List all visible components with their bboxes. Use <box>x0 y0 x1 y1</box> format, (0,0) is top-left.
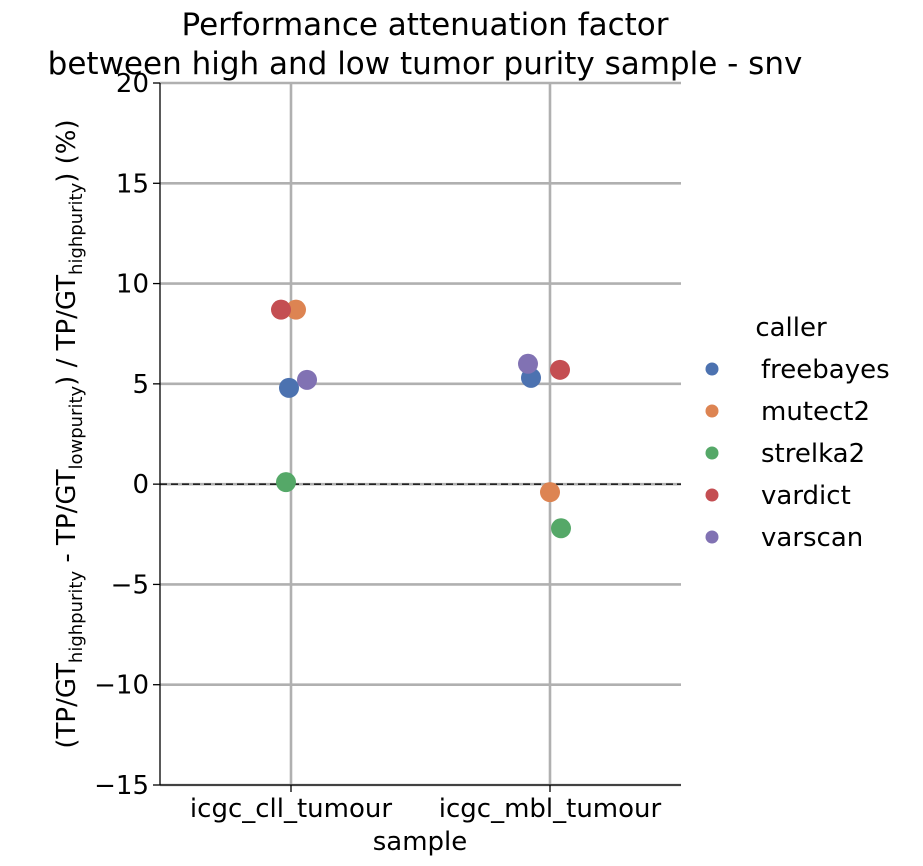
x-ticks: icgc_cll_tumour icgc_mbl_tumour <box>190 785 662 824</box>
y-ticks: −15 −10 −5 0 5 10 15 20 <box>94 69 160 801</box>
legend-label-mutect2: mutect2 <box>761 397 870 427</box>
legend: caller freebayes mutect2 strelka2 vardict va… <box>705 313 890 553</box>
y-tick-label: 0 <box>132 470 149 500</box>
x-tick-label: icgc_mbl_tumour <box>439 794 662 824</box>
data-point-vardict <box>550 359 570 380</box>
data-point-strelka2 <box>276 472 296 493</box>
data-point-varscan <box>297 369 317 390</box>
data-point-vardict <box>271 299 291 320</box>
x-tick-label: icgc_cll_tumour <box>190 794 392 824</box>
grid <box>160 81 681 787</box>
data-point-mutect2 <box>286 299 306 320</box>
y-tick-label: −15 <box>94 771 149 801</box>
legend-marker-varscan <box>705 530 719 544</box>
chart-title-line2: between high and low tumor purity sample… <box>48 46 803 82</box>
y-tick-label: 15 <box>116 169 149 199</box>
y-tick-label: 20 <box>116 69 149 99</box>
y-axis-label: (TP/GThighpurity - TP/GTlowpurity) / TP/… <box>52 119 87 748</box>
y-tick-label: −5 <box>111 570 149 600</box>
data-point-varscan <box>518 353 538 374</box>
data-points <box>271 299 571 539</box>
legend-label-varscan: varscan <box>761 523 863 553</box>
data-point-mutect2 <box>540 482 560 503</box>
y-tick-label: 5 <box>132 370 149 400</box>
legend-label-vardict: vardict <box>761 481 851 511</box>
legend-label-freebayes: freebayes <box>761 355 890 385</box>
legend-title: caller <box>755 313 827 343</box>
data-point-freebayes <box>279 377 299 398</box>
chart-title-line1: Performance attenuation factor <box>181 7 668 43</box>
legend-marker-mutect2 <box>705 404 719 418</box>
data-point-strelka2 <box>551 518 571 539</box>
legend-marker-strelka2 <box>705 446 719 460</box>
x-axis-label: sample <box>373 827 468 857</box>
legend-label-strelka2: strelka2 <box>761 439 865 469</box>
legend-marker-vardict <box>705 488 719 502</box>
y-tick-label: −10 <box>94 671 149 701</box>
y-tick-label: 10 <box>116 270 149 300</box>
legend-marker-freebayes <box>705 362 719 376</box>
